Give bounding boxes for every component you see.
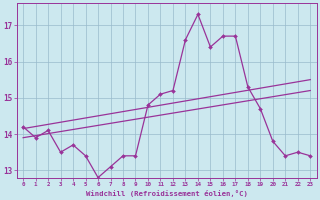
X-axis label: Windchill (Refroidissement éolien,°C): Windchill (Refroidissement éolien,°C) xyxy=(86,190,248,197)
